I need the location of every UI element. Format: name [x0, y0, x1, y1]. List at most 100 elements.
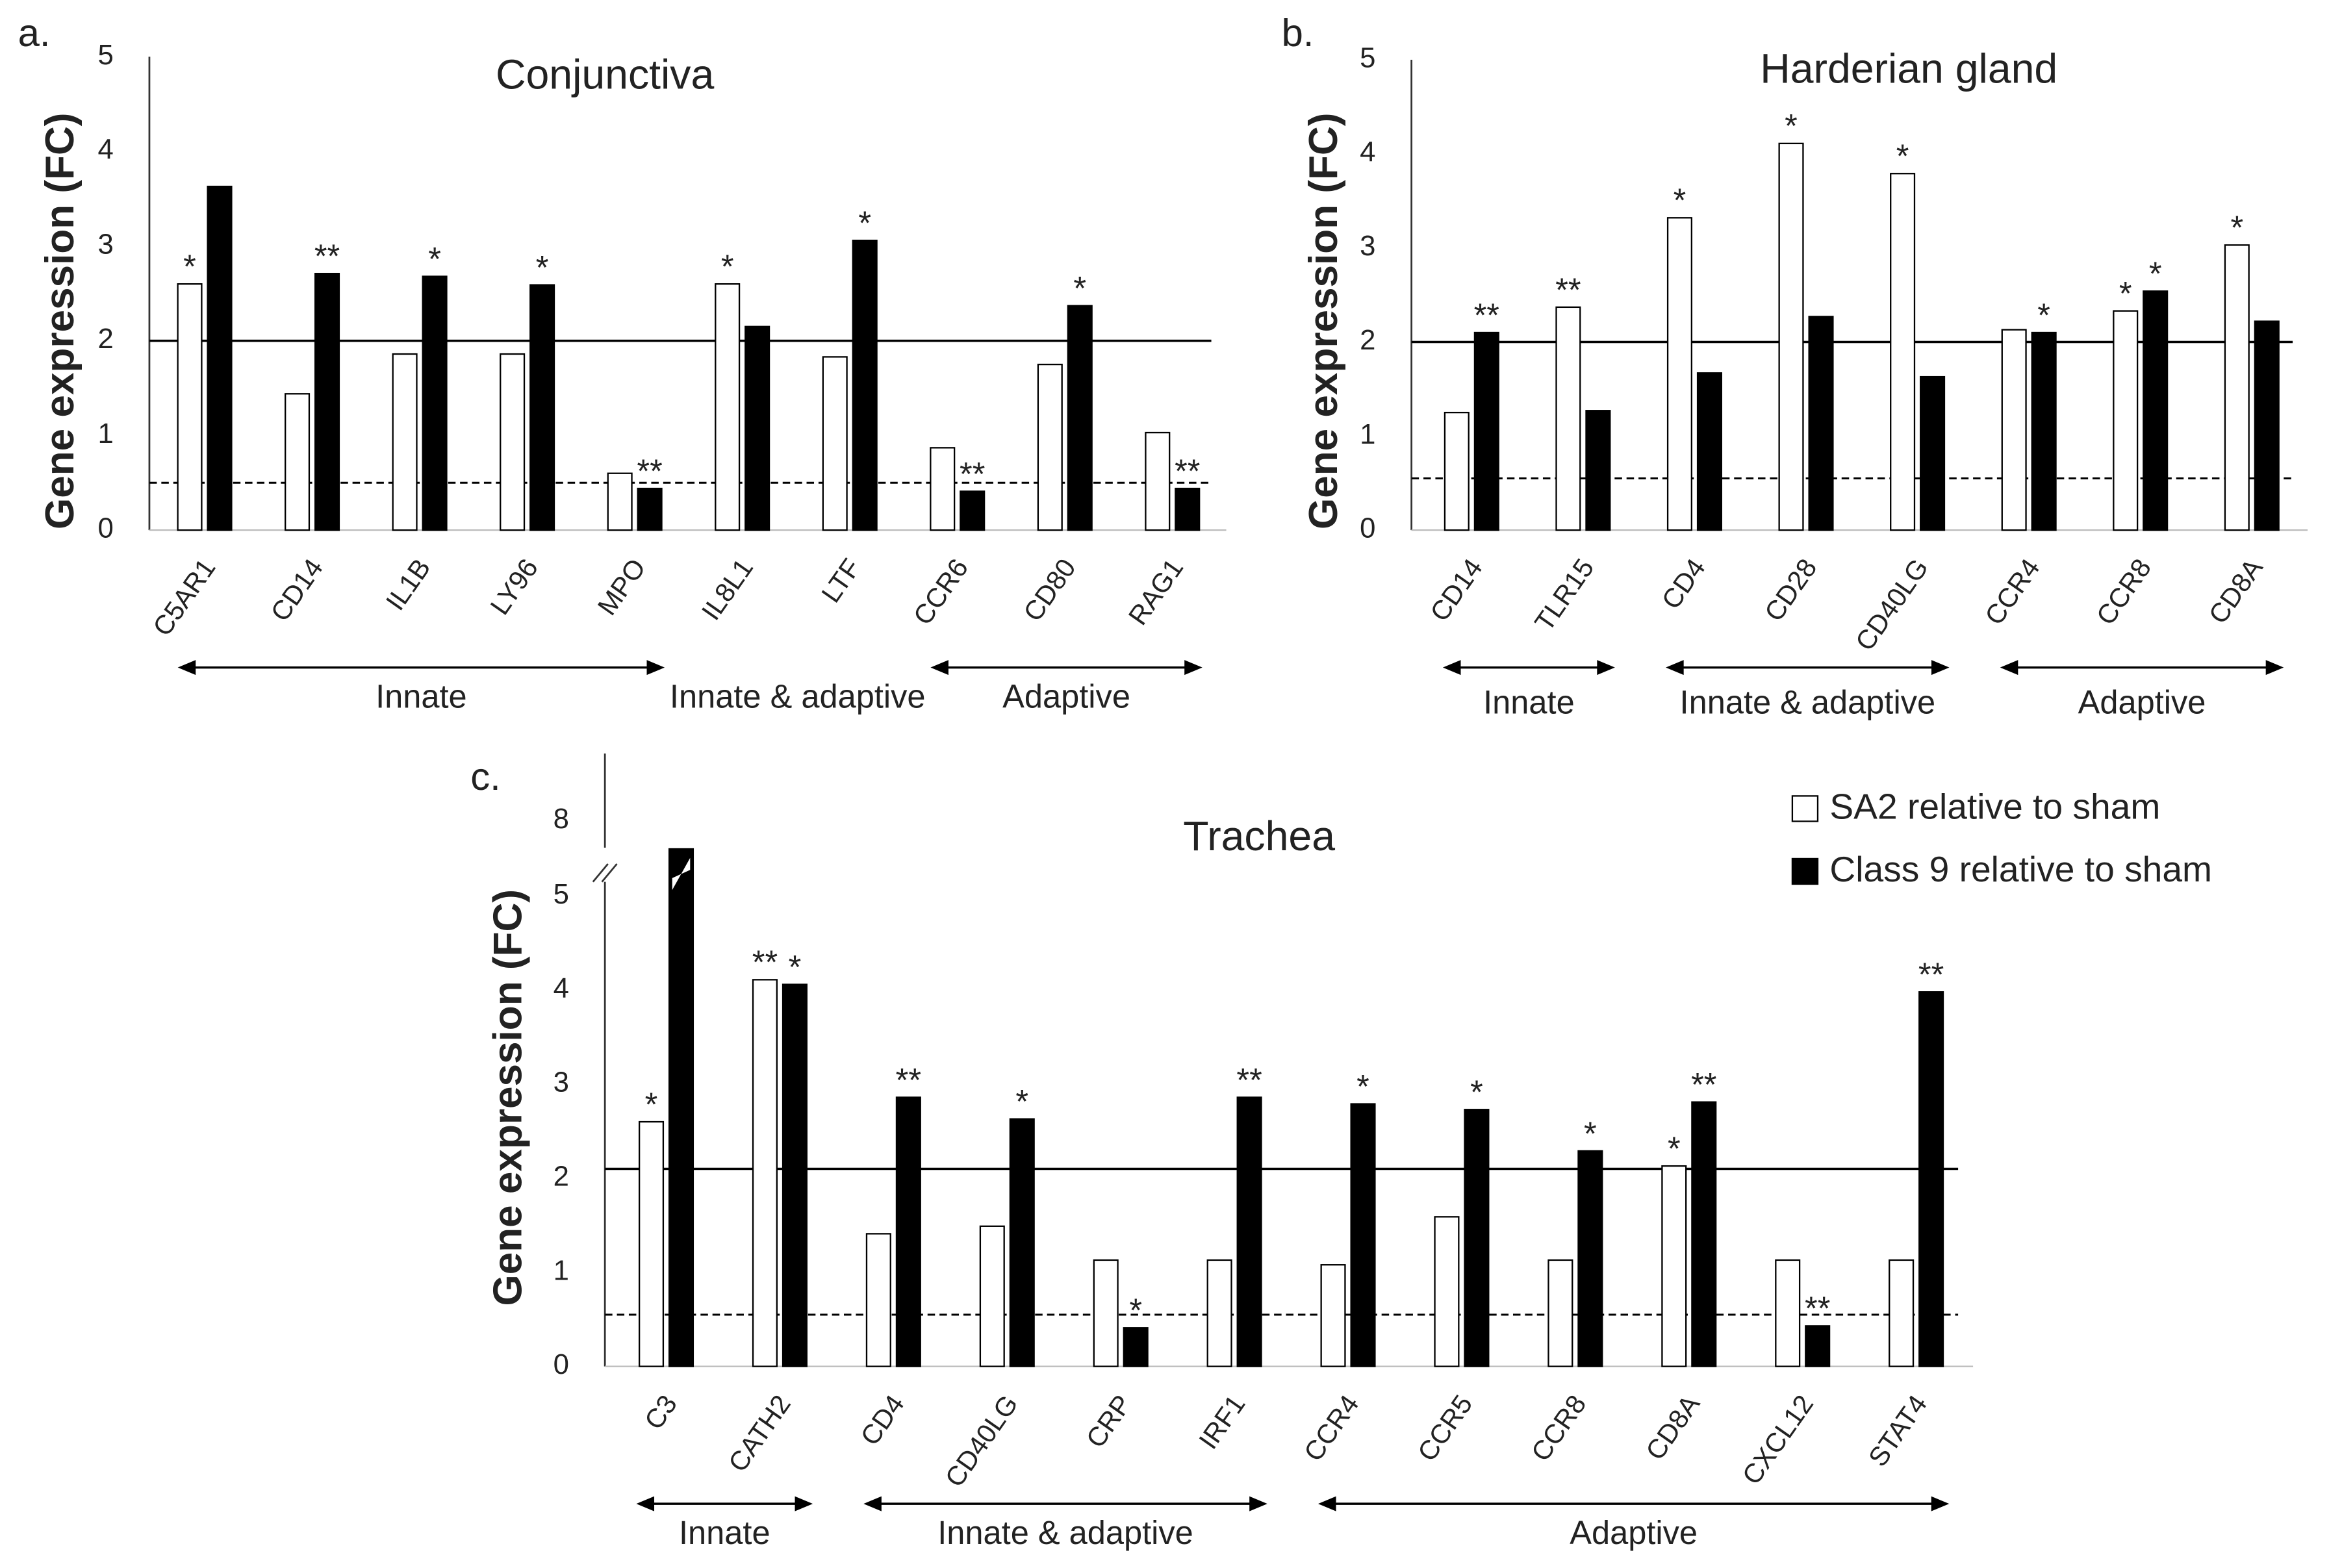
x-tick-label: IL1B [380, 553, 437, 616]
bar [1666, 217, 1693, 531]
bar [1661, 1165, 1687, 1367]
x-tick-label: CCR8 [1525, 1389, 1592, 1467]
y-tick-label: 3 [554, 1067, 569, 1098]
bar [745, 325, 770, 531]
legend-swatch [1791, 795, 1819, 822]
group-label: Adaptive [1002, 677, 1130, 714]
bar [2143, 290, 2169, 531]
bar [1696, 372, 1722, 531]
bar [1805, 1325, 1831, 1367]
chart-title: Harderian gland [1760, 45, 2057, 92]
bar [668, 848, 694, 1367]
x-tick-label: CD8A [2203, 553, 2269, 629]
significance-mark: * [789, 948, 802, 985]
x-tick-label: IRF1 [1193, 1389, 1251, 1454]
arrow-head [2000, 660, 2018, 676]
bar [1778, 142, 1804, 531]
bar [979, 1225, 1005, 1367]
x-tick-label: RAG1 [1123, 553, 1189, 631]
bar [607, 472, 633, 531]
bar [822, 356, 848, 531]
x-tick-label: TLR15 [1529, 553, 1600, 637]
bar [1145, 431, 1171, 531]
arrow-head [1442, 660, 1461, 676]
y-tick-label: 0 [554, 1348, 569, 1380]
arrow-head [1666, 660, 1684, 676]
arrow-head [636, 1496, 655, 1511]
x-tick-label: CD28 [1759, 553, 1822, 627]
x-tick-label: MPO [592, 553, 652, 621]
x-tick-label: CD14 [265, 553, 329, 627]
bar [1808, 316, 1834, 531]
x-tick-label: C3 [639, 1389, 683, 1435]
legend-label: SA2 relative to sham [1829, 787, 2160, 827]
x-tick-label: CD40LG [1850, 553, 1934, 656]
bar [1889, 1259, 1915, 1367]
significance-mark: ** [1805, 1290, 1830, 1327]
significance-mark: * [1674, 182, 1686, 219]
y-tick-label: 5 [1360, 42, 1375, 73]
y-axis-label: Gene expression (FC) [1301, 113, 1346, 529]
significance-mark: ** [1236, 1061, 1262, 1098]
bar [1206, 1259, 1232, 1367]
group-label: Innate [375, 677, 467, 714]
group-label: Adaptive [2078, 684, 2206, 721]
y-tick-label: 5 [554, 878, 569, 910]
group-label: Innate & adaptive [670, 677, 926, 714]
significance-mark: ** [1474, 296, 1499, 333]
x-tick-label: CCR5 [1412, 1389, 1478, 1467]
legend-label: Class 9 relative to sham [1829, 849, 2212, 889]
x-tick-label: CCR4 [1979, 553, 2045, 631]
group-label: Innate [1483, 684, 1575, 721]
significance-mark: * [2037, 296, 2050, 333]
bar [1464, 1109, 1490, 1367]
group-label: Innate & adaptive [937, 1514, 1193, 1551]
bar [1350, 1103, 1376, 1367]
bar [1918, 991, 1944, 1367]
significance-mark: * [1668, 1130, 1681, 1167]
legend-swatch [1791, 857, 1819, 885]
y-tick-label: 0 [1360, 512, 1375, 544]
arrow-head [177, 660, 196, 676]
significance-mark: * [1356, 1068, 1369, 1105]
significance-mark: * [1584, 1115, 1597, 1152]
x-tick-label: LY96 [485, 553, 544, 620]
bar [1067, 305, 1093, 531]
significance-mark: ** [637, 452, 662, 489]
bar [930, 447, 956, 531]
group-label: Adaptive [1570, 1514, 1698, 1551]
bar [960, 490, 986, 531]
panel-label: c. [470, 755, 501, 798]
y-tick-label: 3 [97, 228, 113, 260]
bar [2031, 331, 2057, 531]
significance-mark: * [645, 1085, 658, 1122]
panel-label: b. [1282, 11, 1314, 55]
y-tick-label: 2 [97, 323, 113, 355]
arrow-head [1597, 660, 1615, 676]
bar [752, 979, 778, 1367]
x-tick-label: CD14 [1425, 553, 1488, 627]
bar [1547, 1259, 1573, 1367]
significance-mark: * [1785, 107, 1798, 144]
bar [207, 185, 233, 531]
significance-mark: ** [960, 455, 985, 492]
x-tick-label: CCR4 [1298, 1389, 1364, 1467]
bar [1037, 363, 1063, 531]
bar [422, 275, 448, 531]
y-tick-label: 2 [554, 1160, 569, 1192]
y-tick-label: 1 [554, 1254, 569, 1286]
bar [2001, 329, 2027, 531]
group-label: Innate [679, 1514, 770, 1551]
bar [782, 983, 808, 1367]
significance-mark: ** [896, 1061, 921, 1098]
significance-mark: * [536, 249, 549, 286]
bar [1444, 411, 1470, 531]
bar [1093, 1259, 1119, 1367]
bar [1890, 173, 1916, 531]
significance-mark: ** [1918, 956, 1944, 993]
x-tick-label: CCR8 [2091, 553, 2157, 631]
y-tick-label: 3 [1360, 230, 1375, 262]
bar [285, 393, 311, 531]
bar [1123, 1327, 1149, 1367]
significance-mark: * [721, 248, 734, 285]
